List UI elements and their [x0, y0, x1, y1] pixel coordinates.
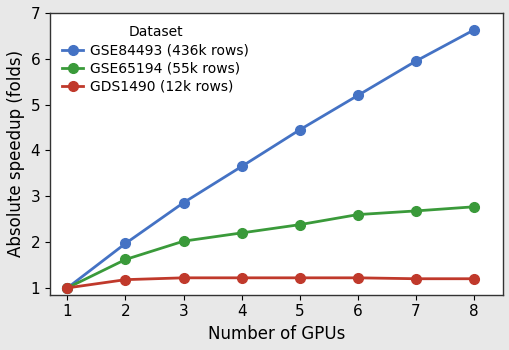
GDS1490 (12k rows)	[180, 276, 186, 280]
Line: GSE65194 (55k rows): GSE65194 (55k rows)	[63, 202, 478, 293]
GDS1490 (12k rows)	[470, 276, 476, 281]
GSE65194 (55k rows)	[238, 231, 244, 235]
GSE65194 (55k rows)	[64, 286, 70, 290]
Line: GSE84493 (436k rows): GSE84493 (436k rows)	[63, 25, 478, 293]
GSE84493 (436k rows)	[122, 241, 128, 246]
Y-axis label: Absolute speedup (folds): Absolute speedup (folds)	[7, 50, 25, 257]
GSE84493 (436k rows)	[412, 59, 418, 63]
GDS1490 (12k rows)	[238, 276, 244, 280]
GSE84493 (436k rows)	[296, 128, 302, 132]
GDS1490 (12k rows)	[354, 276, 360, 280]
Legend: GSE84493 (436k rows), GSE65194 (55k rows), GDS1490 (12k rows): GSE84493 (436k rows), GSE65194 (55k rows…	[57, 20, 254, 99]
GSE84493 (436k rows)	[354, 93, 360, 98]
GSE65194 (55k rows)	[470, 205, 476, 209]
GDS1490 (12k rows)	[64, 286, 70, 290]
GSE65194 (55k rows)	[296, 223, 302, 227]
GDS1490 (12k rows)	[122, 278, 128, 282]
GSE65194 (55k rows)	[354, 212, 360, 217]
GSE84493 (436k rows)	[238, 164, 244, 169]
X-axis label: Number of GPUs: Number of GPUs	[208, 325, 345, 343]
GDS1490 (12k rows)	[296, 276, 302, 280]
GDS1490 (12k rows)	[412, 276, 418, 281]
GSE84493 (436k rows)	[180, 201, 186, 205]
GSE84493 (436k rows)	[64, 286, 70, 290]
GSE84493 (436k rows)	[470, 28, 476, 32]
GSE65194 (55k rows)	[122, 257, 128, 261]
GSE65194 (55k rows)	[412, 209, 418, 213]
GSE65194 (55k rows)	[180, 239, 186, 243]
Line: GDS1490 (12k rows): GDS1490 (12k rows)	[63, 273, 478, 293]
